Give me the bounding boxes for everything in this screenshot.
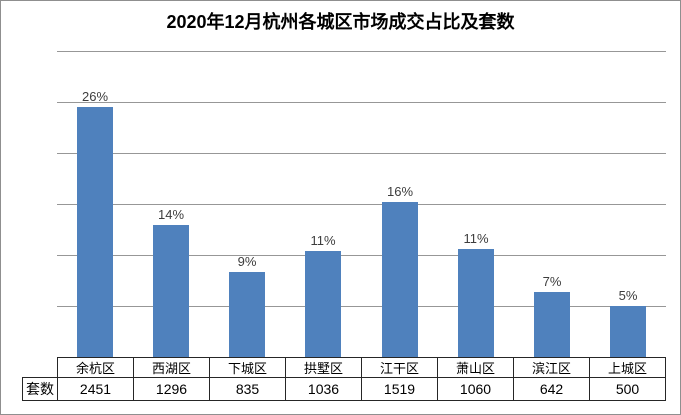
bar xyxy=(534,292,570,357)
bar-percent-label: 11% xyxy=(463,231,489,246)
bar-percent-label: 7% xyxy=(542,274,562,289)
bar xyxy=(382,202,418,357)
bar-percent-label: 11% xyxy=(310,233,336,248)
value-cell: 2451 xyxy=(57,377,134,401)
category-cell: 上城区 xyxy=(589,357,666,378)
value-cell: 642 xyxy=(513,377,590,401)
value-row: 套数 2451 1296 835 1036 1519 1060 642 500 xyxy=(22,377,666,401)
corner-cell xyxy=(23,358,58,378)
bar xyxy=(153,225,189,357)
gridline xyxy=(57,255,666,256)
value-cell: 1060 xyxy=(437,377,514,401)
category-cell: 萧山区 xyxy=(437,357,514,378)
bar-percent-label: 9% xyxy=(237,254,257,269)
value-cell: 1519 xyxy=(361,377,438,401)
row-header-cell: 套数 xyxy=(22,377,58,401)
bar-percent-label: 5% xyxy=(618,288,638,303)
value-cell: 500 xyxy=(589,377,666,401)
bar xyxy=(77,107,113,357)
bar-percent-label: 14% xyxy=(157,207,185,222)
category-cell: 滨江区 xyxy=(513,357,590,378)
chart-title: 2020年12月杭州各城区市场成交占比及套数 xyxy=(166,12,515,32)
bar-percent-label: 16% xyxy=(386,184,414,199)
plot-area: 26% 14% 9% 11% 16% 11% 7% 5% xyxy=(57,51,666,357)
value-cell: 1036 xyxy=(285,377,362,401)
gridline xyxy=(57,102,666,103)
gridline xyxy=(57,153,666,154)
gridline xyxy=(57,204,666,205)
data-table: 余杭区 西湖区 下城区 拱墅区 江干区 萧山区 滨江区 上城区 套数 2451 1296 835 1… xyxy=(22,357,666,401)
category-cell: 余杭区 xyxy=(57,357,134,378)
bar xyxy=(229,272,265,357)
category-cell: 西湖区 xyxy=(133,357,210,378)
bar-percent-label: 26% xyxy=(81,89,109,104)
value-cell: 835 xyxy=(209,377,286,401)
bar xyxy=(610,306,646,357)
category-cell: 下城区 xyxy=(209,357,286,378)
bar xyxy=(305,251,341,357)
category-row: 余杭区 西湖区 下城区 拱墅区 江干区 萧山区 滨江区 上城区 xyxy=(23,357,666,378)
bar xyxy=(458,249,494,357)
gridline xyxy=(57,51,666,52)
category-cell: 拱墅区 xyxy=(285,357,362,378)
value-cell: 1296 xyxy=(133,377,210,401)
category-cell: 江干区 xyxy=(361,357,438,378)
gridline xyxy=(57,306,666,307)
